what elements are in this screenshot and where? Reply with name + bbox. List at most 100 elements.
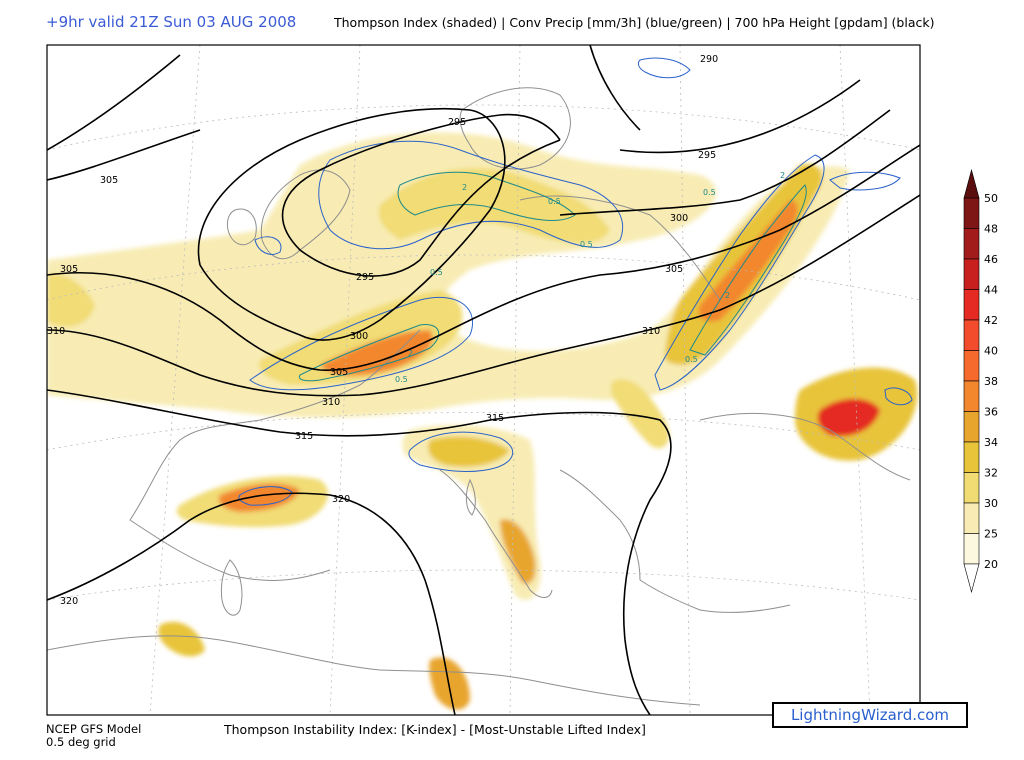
precip-contour-italy: [408, 431, 513, 472]
colorbar-swatch: [963, 289, 980, 321]
height-label: 305: [665, 264, 683, 275]
colorbar-label: 50: [984, 192, 998, 205]
height-label: 320: [332, 494, 350, 505]
precip-label: 0.5: [580, 240, 593, 249]
colorbar-label: 36: [984, 406, 998, 419]
brand-logo-box[interactable]: LightningWizard.com: [772, 702, 968, 728]
height-contours: [47, 45, 920, 715]
valid-time-title: +9hr valid 21Z Sun 03 AUG 2008: [46, 13, 297, 31]
precip-label: 0.5: [685, 355, 698, 364]
precip-label: 0.5: [430, 268, 443, 277]
colorbar: 50 48 46 44 42 40 38 36 34 32 30 25 20: [963, 168, 998, 594]
colorbar-swatch: [963, 350, 980, 382]
height-label: 315: [486, 413, 504, 424]
precip-label: 0.5: [395, 375, 408, 384]
height-label: 305: [60, 264, 78, 275]
colorbar-swatch: [963, 411, 980, 443]
instability-core-west: [320, 330, 433, 376]
colorbar-swatch: [963, 319, 980, 351]
precip-contour-east: [654, 154, 825, 391]
colorbar-swatch: [963, 441, 980, 473]
colorbar-swatch: [963, 502, 980, 534]
instability-core-east: [698, 200, 798, 322]
height-label: 320: [60, 596, 78, 607]
height-label: 310: [322, 397, 340, 408]
index-definition: Thompson Instability Index: [K-index] - …: [224, 722, 646, 737]
instability-patch-west-coast: [47, 274, 95, 327]
colorbar-label: 30: [984, 497, 998, 510]
height-contour-310: [47, 194, 920, 397]
height-label: 315: [295, 431, 313, 442]
colorbar-swatch: [963, 472, 980, 504]
colorbar-label: 32: [984, 467, 998, 480]
precip-label: 2: [780, 171, 785, 180]
coastlines: [47, 87, 911, 706]
height-contour-labels: 290 295 295 295 300 300 305 305 305 305 …: [47, 54, 718, 607]
colorbar-label: 25: [984, 528, 998, 541]
colorbar-label: 46: [984, 253, 998, 266]
precip-contour-west-sea: [254, 236, 282, 255]
lat-lon-graticule: [47, 45, 920, 715]
height-contour-290: [589, 45, 641, 131]
height-label: 305: [330, 367, 348, 378]
precip-label: 2: [462, 183, 467, 192]
height-contour-320: [47, 492, 456, 715]
precip-label: 2: [408, 349, 413, 358]
map-frame: [46, 44, 921, 716]
fields-legend-title: Thompson Index (shaded) | Conv Precip [m…: [334, 15, 935, 30]
height-label: 295: [698, 150, 716, 161]
height-label: 310: [47, 326, 65, 337]
precip-contour-russia: [829, 171, 901, 191]
instability-band-north: [378, 168, 610, 244]
colorbar-label: 40: [984, 345, 998, 358]
instability-patch-balkans: [611, 379, 670, 449]
height-label: 295: [356, 272, 374, 283]
instability-core-east-black-sea: [817, 398, 880, 437]
height-contour-315: [47, 389, 672, 715]
precip-contour-north-inner: [397, 171, 576, 221]
colorbar-label: 38: [984, 375, 998, 388]
precip-contour-baltic: [637, 57, 691, 79]
precip-label: 2: [725, 291, 730, 300]
height-label: 290: [700, 54, 718, 65]
grid-resolution: 0.5 deg grid: [46, 735, 116, 749]
precip-label: 0.5: [548, 197, 561, 206]
height-contour-295: [281, 113, 561, 277]
instability-patch-libya: [429, 657, 470, 710]
precip-contour-labels: 2 0.5 0.5 0.5 2 0.5 2 2 0.5 0.5: [395, 171, 785, 384]
colorbar-swatch: [963, 197, 980, 229]
height-label: 295: [448, 117, 466, 128]
height-label: 300: [670, 213, 688, 224]
precip-contour-east-sea: [884, 387, 913, 406]
height-label: 310: [642, 326, 660, 337]
height-label: 305: [100, 175, 118, 186]
instability-band-west: [259, 290, 463, 385]
precip-contour-west-inner: [298, 324, 440, 382]
colorbar-swatch: [963, 380, 980, 412]
model-info: NCEP GFS Model 0.5 deg grid: [46, 723, 141, 749]
precip-contour-north: [318, 140, 624, 250]
model-name: NCEP GFS Model: [46, 722, 142, 736]
conv-precip-contours: [238, 57, 913, 506]
instability-area-north: [47, 132, 850, 418]
height-contour-300-east: [559, 109, 891, 216]
instability-patch-africa: [158, 621, 205, 657]
colorbar-label: 44: [984, 284, 998, 297]
height-contour-305-north: [47, 129, 201, 181]
instability-core-spain: [218, 483, 300, 512]
colorbar-swatch: [963, 533, 980, 565]
colorbar-label: 34: [984, 436, 998, 449]
colorbar-swatch: [963, 258, 980, 290]
colorbar-label: 48: [984, 223, 998, 236]
height-contour-300: [197, 107, 506, 341]
height-contour-295-north: [47, 54, 181, 151]
precip-contour-west: [249, 296, 473, 391]
colorbar-swatch: [963, 228, 980, 260]
instability-patch-italy: [428, 436, 510, 467]
precip-label: 0.5: [703, 188, 716, 197]
height-label: 300: [350, 331, 368, 342]
colorbar-label: 20: [984, 558, 998, 571]
instability-patch-italy-south: [500, 519, 536, 584]
colorbar-label: 42: [984, 314, 998, 327]
